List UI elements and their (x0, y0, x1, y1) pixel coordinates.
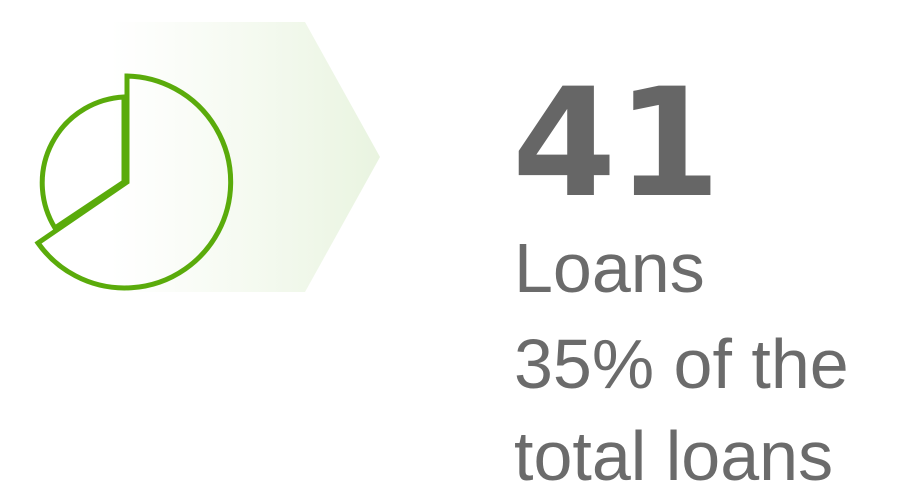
stat-description-line: total loans (514, 417, 833, 495)
stat-description-line: 35% of the (514, 325, 849, 403)
stat-value: 41 (512, 57, 721, 231)
pie-icon (34, 73, 234, 291)
pie-small-slice (39, 94, 127, 232)
stat-label: Loans (514, 229, 705, 307)
pie-large-slice (34, 73, 234, 291)
hexagon-background (110, 22, 380, 292)
